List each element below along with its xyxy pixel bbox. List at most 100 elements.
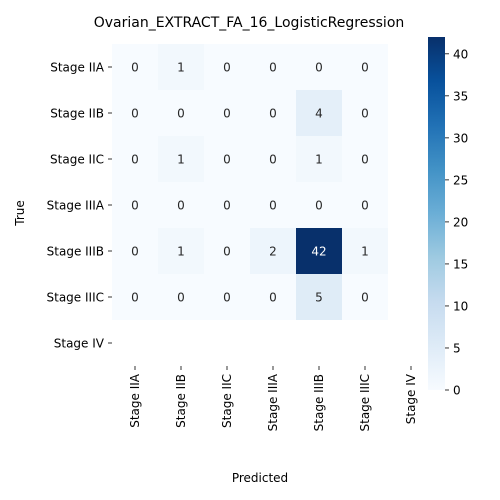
cell-value-label: 0 (177, 291, 185, 305)
y-tick-label: Stage IIIC (47, 291, 105, 305)
x-axis-label: Predicted (232, 471, 288, 485)
colorbar-tick-label: 30 (453, 131, 468, 145)
heatmap-cell (158, 228, 204, 274)
cell-value-label: 0 (361, 199, 369, 213)
heatmap-cell (342, 182, 388, 228)
cell-value-label: 0 (223, 61, 231, 75)
y-tick-label: Stage IIIA (47, 199, 105, 213)
colorbar-tick-label: 15 (453, 257, 468, 271)
heatmap-cell (250, 274, 296, 320)
cell-value-label: 1 (315, 153, 323, 167)
heatmap-cell (112, 274, 158, 320)
cell-value-label: 2 (269, 245, 277, 259)
cell-value-label: 0 (361, 107, 369, 121)
x-tick-label: Stage IIB (174, 374, 188, 428)
x-tick-label: Stage IIC (220, 374, 234, 428)
cell-value-label: 1 (177, 245, 185, 259)
heatmap-cell (112, 136, 158, 182)
heatmap-cell (112, 44, 158, 90)
y-tick-label: Stage IIB (50, 107, 104, 121)
cell-value-label: 0 (269, 199, 277, 213)
cell-value-label: 4 (315, 107, 323, 121)
cell-value-label: 0 (361, 61, 369, 75)
heatmap-cell (342, 44, 388, 90)
cell-value-label: 0 (131, 61, 139, 75)
cell-value-label: 0 (131, 291, 139, 305)
heatmap-cell (204, 274, 250, 320)
x-axis-ticks: Stage IIA Stage IIB Stage IIC Stage IIIA Sta… (128, 366, 418, 432)
heatmap-cell (250, 44, 296, 90)
heatmap-cell (296, 274, 342, 320)
colorbar-tick-label: 35 (453, 89, 468, 103)
heatmap-cell (250, 90, 296, 136)
heatmap-cell (204, 228, 250, 274)
heatmap-cell (158, 44, 204, 90)
y-tick-label: Stage IV (54, 337, 105, 351)
cell-value-label: 0 (223, 245, 231, 259)
cell-value-label: 0 (315, 61, 323, 75)
colorbar-tick-label: 5 (453, 341, 461, 355)
heatmap-cell (342, 228, 388, 274)
y-tick-label: Stage IIC (50, 153, 104, 167)
colorbar-tick-label: 25 (453, 173, 468, 187)
heatmap-cell (112, 90, 158, 136)
cell-value-label: 0 (223, 291, 231, 305)
y-axis-ticks: Stage IIA Stage IIB Stage IIC Stage IIIA Sta… (47, 61, 112, 351)
colorbar-tick-label: 0 (453, 384, 461, 398)
cell-value-label: 0 (131, 107, 139, 121)
heatmap-cell (296, 90, 342, 136)
cell-value-label: 1 (177, 61, 185, 75)
cell-value-label: 0 (361, 291, 369, 305)
heatmap-cell (158, 136, 204, 182)
cell-value-label: 0 (269, 61, 277, 75)
y-tick-label: Stage IIIB (47, 245, 104, 259)
heatmap-cell (204, 136, 250, 182)
cell-value-label: 0 (315, 199, 323, 213)
heatmap-cell (342, 90, 388, 136)
cell-value-label: 0 (223, 199, 231, 213)
heatmap-cell (250, 136, 296, 182)
colorbar-tick-label: 20 (453, 215, 468, 229)
x-tick-label: Stage IIIA (266, 373, 280, 431)
heatmap-cell (112, 228, 158, 274)
cell-value-label: 0 (361, 153, 369, 167)
cell-value-label: 1 (177, 153, 185, 167)
colorbar-tick-label: 40 (453, 47, 468, 61)
cell-value-label: 0 (269, 107, 277, 121)
heatmap-cells: 0 1 0 0 0 0 0 0 0 0 4 0 0 1 0 0 1 0 0 0 0 0 0 0 0 1 0 2 42 1 0 0 0 0 5 0 (112, 44, 388, 320)
heatmap-cell (296, 182, 342, 228)
chart-title: Ovarian_EXTRACT_FA_16_LogisticRegression (94, 15, 405, 31)
cell-value-label: 0 (223, 153, 231, 167)
cell-value-label: 42 (311, 245, 326, 259)
y-tick-label: Stage IIA (50, 61, 105, 75)
heatmap-cell (342, 136, 388, 182)
cell-value-label: 1 (361, 245, 369, 259)
cell-value-label: 5 (315, 291, 323, 305)
heatmap-cell (204, 44, 250, 90)
cell-value-label: 0 (177, 107, 185, 121)
heatmap-cell (204, 90, 250, 136)
cell-value-label: 0 (131, 153, 139, 167)
colorbar-tick-label: 10 (453, 299, 468, 313)
x-tick-label: Stage IIIB (312, 374, 326, 431)
heatmap-cell (296, 136, 342, 182)
colorbar: 0 5 10 15 20 25 30 35 40 (428, 37, 468, 398)
heatmap-cell (158, 274, 204, 320)
cell-value-label: 0 (269, 153, 277, 167)
heatmap-cell (112, 182, 158, 228)
heatmap-cell (204, 182, 250, 228)
x-tick-label: Stage IIA (128, 373, 142, 428)
colorbar-gradient (428, 37, 445, 390)
heatmap-cell (158, 182, 204, 228)
heatmap-cell (158, 90, 204, 136)
cell-value-label: 0 (131, 245, 139, 259)
x-tick-label: Stage IIIC (358, 374, 372, 432)
heatmap-cell (250, 182, 296, 228)
heatmap-cell (250, 228, 296, 274)
cell-value-label: 0 (269, 291, 277, 305)
x-tick-label: Stage IV (404, 373, 418, 424)
heatmap-cell (296, 44, 342, 90)
cell-value-label: 0 (223, 107, 231, 121)
cell-value-label: 0 (177, 199, 185, 213)
